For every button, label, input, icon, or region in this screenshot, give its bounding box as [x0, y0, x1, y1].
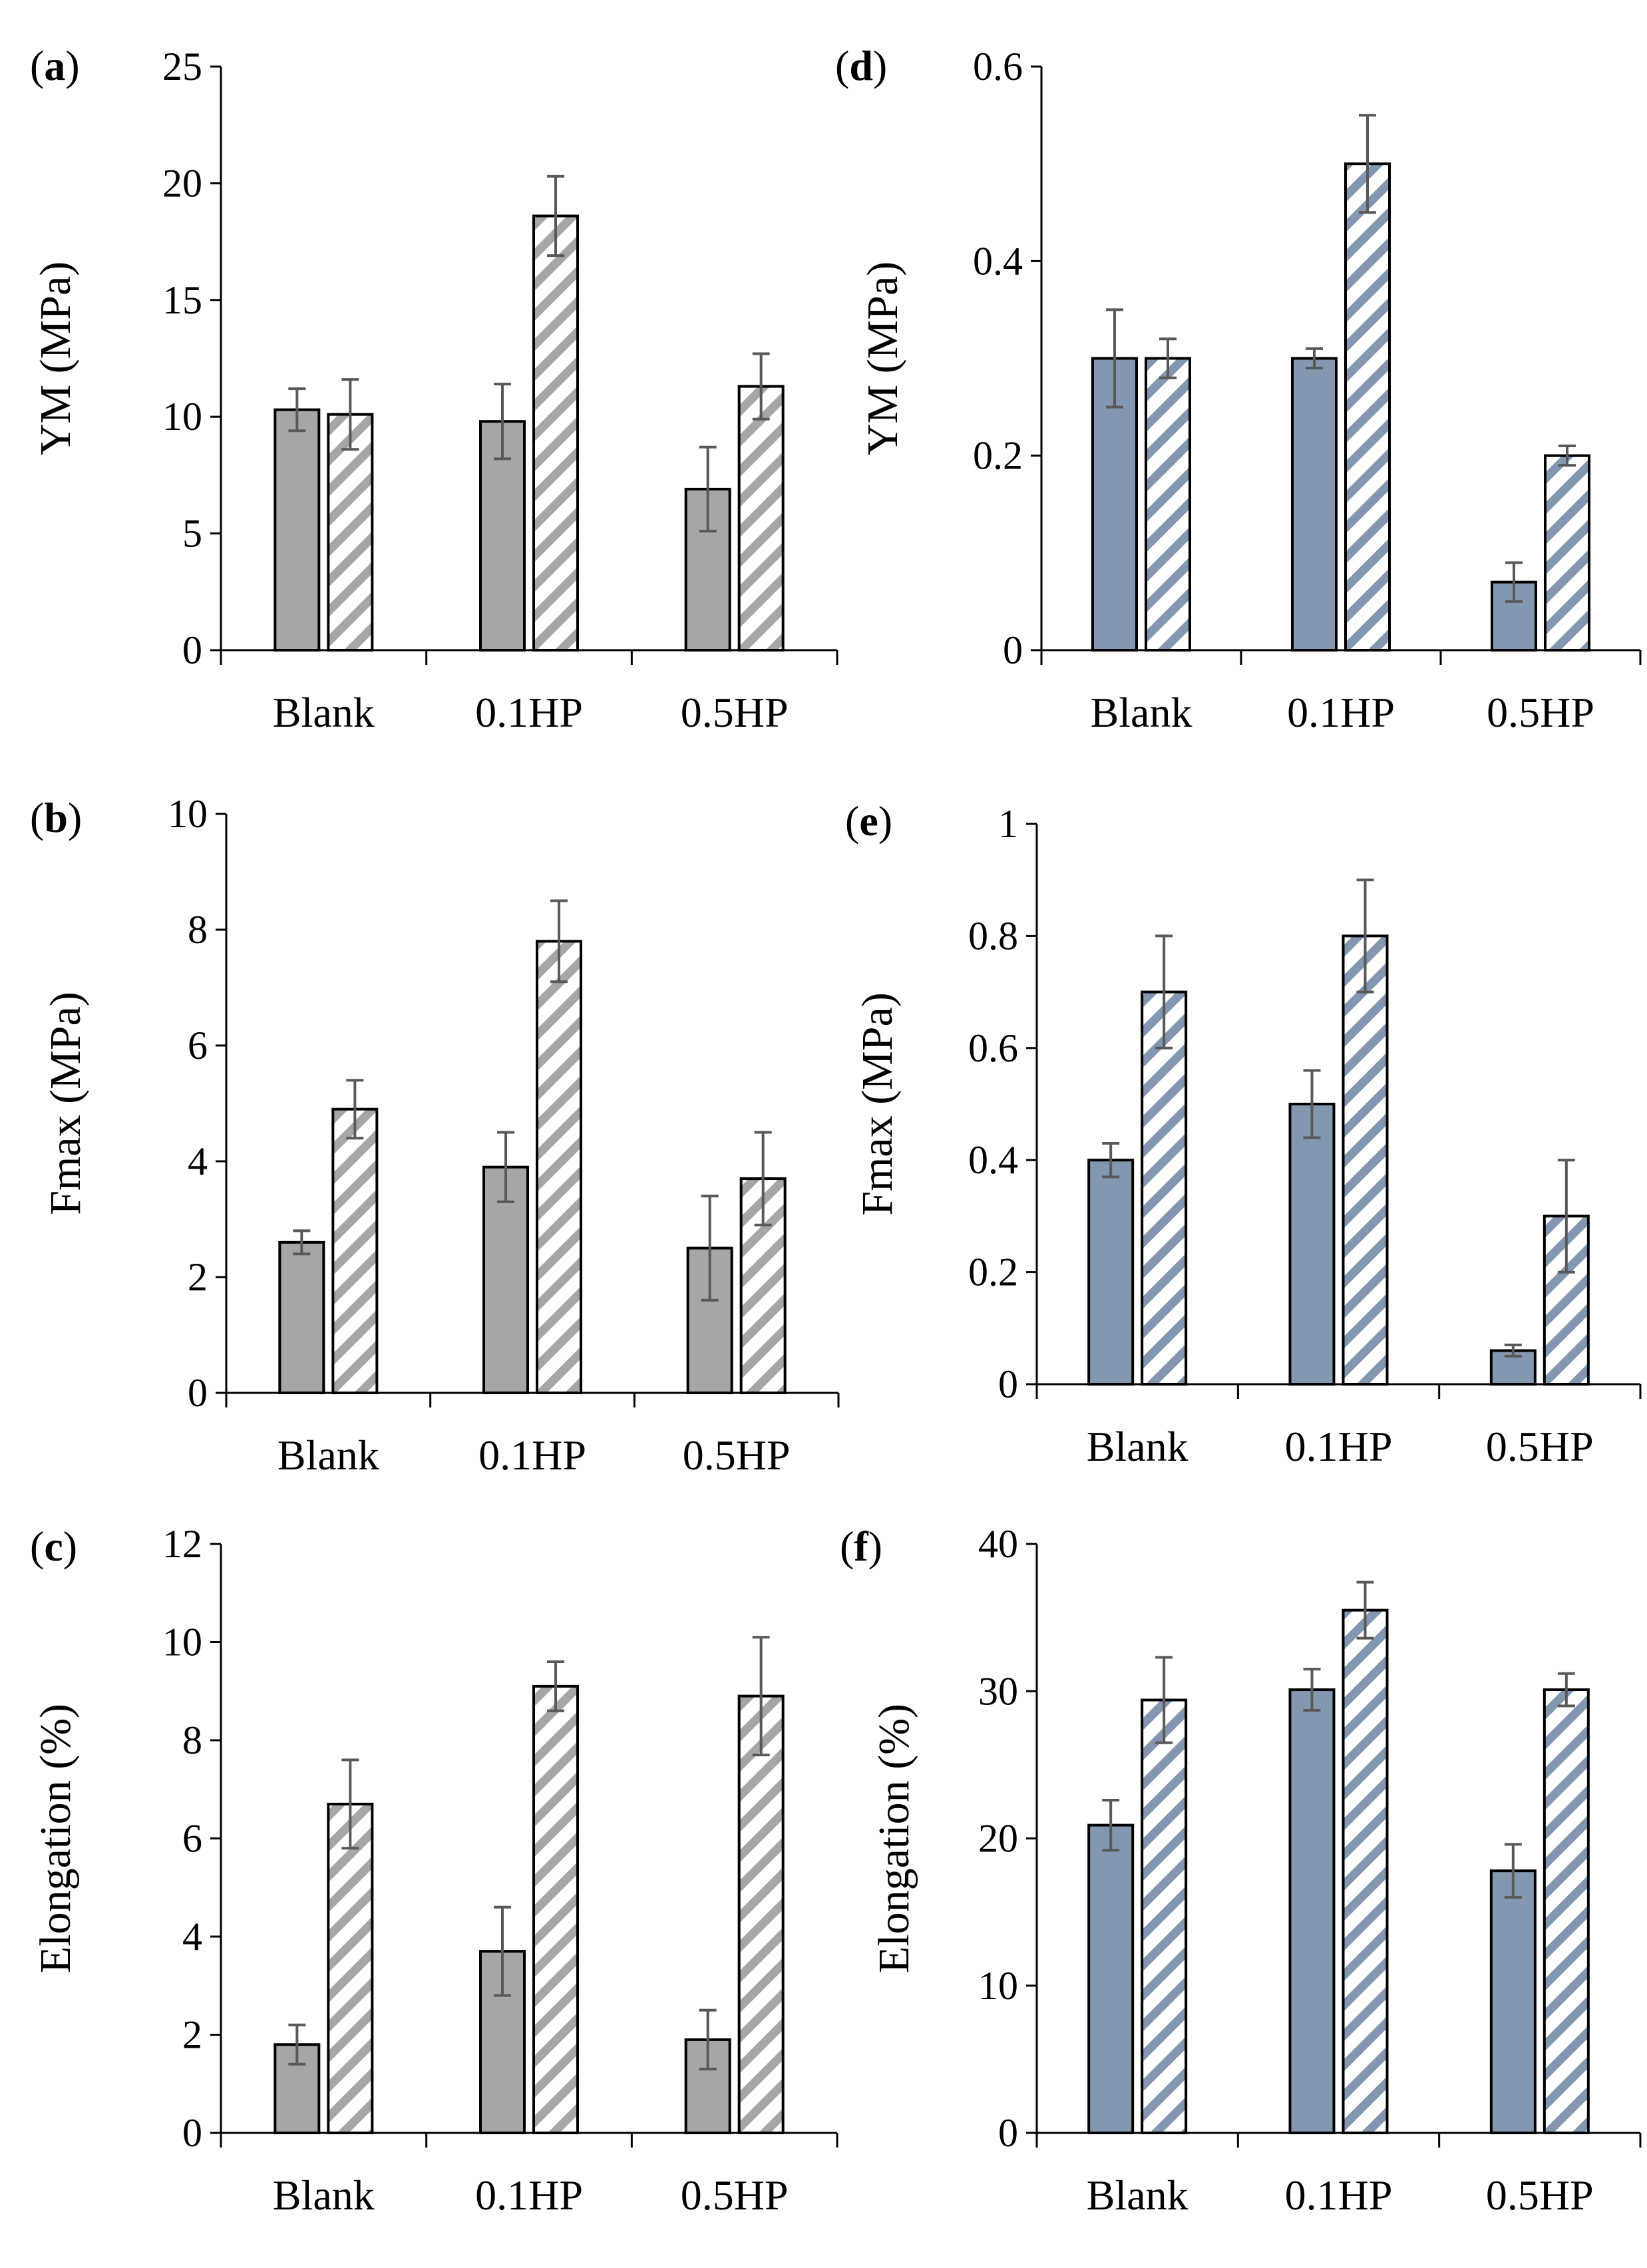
category-label-a: 0.5HP — [681, 689, 789, 736]
category-label-e: 0.1HP — [1285, 1423, 1393, 1470]
bar-d-hatched-0 — [1145, 357, 1191, 652]
y-tick-label-c: 12 — [162, 1522, 202, 1566]
bar-f-solid-1 — [1288, 1688, 1336, 2135]
y-tick-label-f: 10 — [978, 1964, 1018, 2008]
y-tick-label-c: 0 — [182, 2111, 202, 2155]
category-label-c: 0.5HP — [681, 2172, 789, 2219]
bar-f-hatched-0 — [1141, 1698, 1188, 2134]
y-tick-label-c: 2 — [182, 2013, 202, 2057]
y-tick-label-c: 4 — [182, 1915, 202, 1959]
category-label-b: Blank — [277, 1431, 379, 1479]
y-tick-label-a: 10 — [162, 395, 202, 439]
chart-panel-d: (d) YM (MPa) 0 0.2 0.4 0.6 Blank 0.1HP 0.5HP — [835, 42, 1642, 736]
chart-panel-e: (e) Fmax (MPa) 0 0.2 0.4 0.6 0.8 1 Blank 0.1HP 0.5… — [845, 797, 1642, 1470]
y-tick-label-f: 30 — [978, 1669, 1018, 1713]
y-tick-label-e: 0 — [998, 1362, 1018, 1406]
y-tick-label-b: 0 — [188, 1371, 208, 1415]
category-label-a: Blank — [273, 689, 375, 736]
y-tick-label-a: 15 — [162, 278, 202, 322]
chart-panel-a: (a) YM (MPa) 0 5 10 15 20 25 Blank 0.1HP 0.5HP — [30, 42, 838, 736]
y-axis-label-a: YM (MPa) — [31, 262, 80, 456]
bar-b-hatched-1 — [536, 940, 582, 1394]
bar-a-hatched-1 — [532, 214, 579, 652]
y-tick-label-a: 0 — [182, 628, 202, 672]
category-label-f: 0.5HP — [1486, 2172, 1594, 2219]
category-label-f: 0.1HP — [1285, 2172, 1393, 2219]
y-tick-label-f: 40 — [978, 1522, 1018, 1566]
bar-d-solid-1 — [1291, 357, 1338, 652]
bar-e-solid-1 — [1288, 1103, 1336, 1386]
bar-a-hatched-2 — [737, 385, 785, 652]
bar-f-solid-0 — [1087, 1823, 1135, 2134]
y-tick-label-a: 20 — [162, 161, 202, 205]
y-axis-label-d: YM (MPa) — [858, 262, 907, 456]
chart-panel-f: (f) Elongation (%) 0 10 20 30 40 Blank 0.1HP 0.5H… — [840, 1522, 1642, 2219]
bar-d-hatched-2 — [1544, 454, 1590, 652]
y-axis-label-e: Fmax (MPa) — [853, 992, 902, 1215]
y-tick-label-e: 0.8 — [968, 914, 1018, 958]
bar-c-hatched-0 — [327, 1802, 374, 2134]
bar-a-solid-0 — [274, 408, 321, 652]
y-tick-label-a: 25 — [162, 45, 202, 89]
bar-c-hatched-2 — [737, 1694, 785, 2134]
chart-panel-b: (b) Fmax (MPa) 0 2 4 6 8 10 Blank 0.1HP 0.5HP — [30, 792, 840, 1479]
category-label-f: Blank — [1087, 2172, 1189, 2219]
bar-e-hatched-1 — [1342, 934, 1389, 1386]
panel-label-c: (c) — [30, 1523, 77, 1570]
category-label-b: 0.1HP — [478, 1431, 586, 1479]
panel-label-f: (f) — [840, 1523, 882, 1570]
y-tick-label-d: 0.2 — [973, 434, 1023, 478]
y-tick-label-b: 8 — [188, 908, 208, 952]
category-label-c: 0.1HP — [475, 2172, 583, 2219]
y-tick-label-e: 1 — [998, 802, 1018, 846]
panel-label-d: (d) — [835, 42, 887, 89]
y-tick-label-b: 10 — [168, 792, 208, 836]
y-tick-label-c: 8 — [182, 1718, 202, 1762]
category-label-b: 0.5HP — [683, 1431, 791, 1479]
category-label-d: 0.1HP — [1287, 689, 1395, 736]
y-tick-label-a: 5 — [182, 512, 202, 556]
y-tick-label-b: 4 — [188, 1139, 208, 1183]
category-label-c: Blank — [273, 2172, 375, 2219]
y-tick-label-c: 6 — [182, 1817, 202, 1861]
y-tick-label-e: 0.4 — [968, 1138, 1018, 1182]
y-axis-label-b: Fmax (MPa) — [41, 992, 90, 1215]
bar-b-solid-1 — [482, 1165, 529, 1394]
y-tick-label-c: 10 — [162, 1620, 202, 1664]
category-label-e: 0.5HP — [1486, 1423, 1594, 1470]
bar-d-hatched-1 — [1344, 162, 1391, 652]
bar-f-hatched-2 — [1543, 1688, 1590, 2135]
chart-panel-c: (c) Elongation (%) 0 2 4 6 8 10 12 Blank 0.1HP 0.5H… — [30, 1522, 838, 2219]
panel-label-b: (b) — [30, 794, 82, 841]
y-tick-label-b: 2 — [188, 1255, 208, 1299]
y-axis-label-f: Elongation (%) — [870, 1704, 918, 1973]
y-tick-label-f: 20 — [978, 1817, 1018, 1861]
bar-b-hatched-0 — [331, 1107, 379, 1394]
bar-e-solid-0 — [1087, 1159, 1135, 1386]
panel-label-e: (e) — [845, 797, 892, 845]
y-tick-label-d: 0.6 — [973, 45, 1023, 89]
bar-f-hatched-1 — [1342, 1608, 1389, 2134]
category-label-d: Blank — [1091, 689, 1192, 736]
y-tick-label-e: 0.2 — [968, 1250, 1018, 1294]
panel-label-a: (a) — [30, 42, 80, 89]
bar-c-hatched-1 — [532, 1684, 579, 2134]
bar-f-solid-2 — [1489, 1869, 1537, 2135]
y-tick-label-e: 0.6 — [968, 1026, 1018, 1070]
y-tick-label-b: 6 — [188, 1024, 208, 1067]
y-tick-label-f: 0 — [998, 2111, 1018, 2155]
category-label-d: 0.5HP — [1487, 689, 1594, 736]
y-axis-label-c: Elongation (%) — [31, 1704, 80, 1973]
y-tick-label-d: 0 — [1003, 628, 1023, 672]
category-label-e: Blank — [1087, 1423, 1189, 1470]
bar-e-hatched-0 — [1141, 990, 1188, 1386]
bar-b-solid-0 — [278, 1240, 325, 1395]
y-tick-label-d: 0.4 — [973, 239, 1023, 283]
category-label-a: 0.1HP — [475, 689, 583, 736]
